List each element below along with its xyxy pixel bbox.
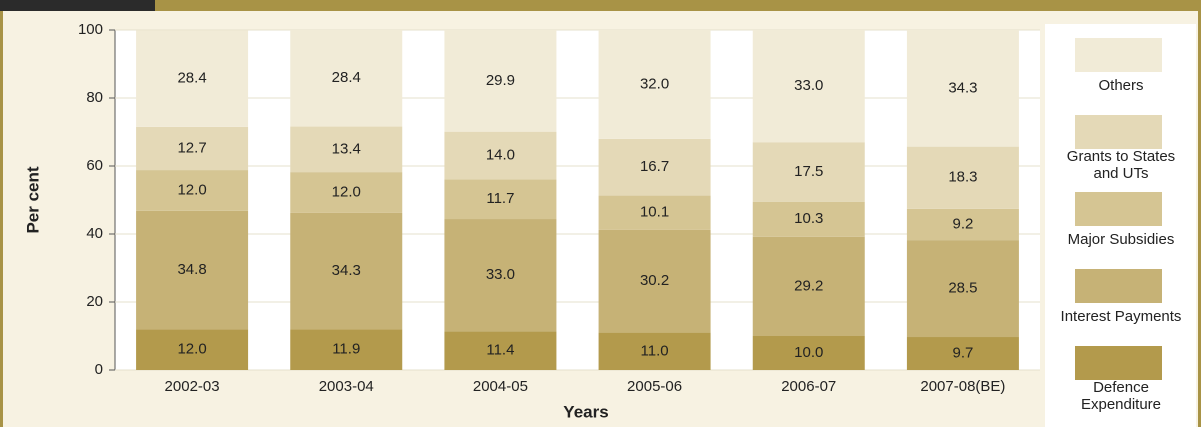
bar-segment [136, 126, 249, 171]
y-tick-label: 80 [86, 89, 103, 106]
bar-segment [906, 208, 1019, 241]
value-label: 11.9 [332, 341, 360, 358]
value-label: 18.3 [948, 169, 977, 186]
bar-segment [752, 201, 865, 237]
legend-label: Defence Expenditure [1081, 379, 1161, 413]
legend-swatch [1075, 192, 1162, 226]
value-label: 33.0 [794, 77, 823, 94]
legend-label: Major Subsidies [1068, 231, 1175, 248]
value-label: 34.3 [332, 262, 361, 279]
value-label: 16.7 [640, 158, 669, 175]
bar-segment [290, 172, 403, 213]
bar-segment [444, 331, 557, 370]
bar-segment [136, 30, 249, 127]
bar-segment [598, 195, 711, 230]
bar-segment [906, 30, 1019, 147]
bar-segment [598, 30, 711, 139]
legend-swatch [1075, 269, 1162, 303]
header-band [155, 0, 1201, 11]
value-label: 29.9 [486, 72, 515, 89]
bar-segment [290, 212, 403, 330]
bar-segment [598, 138, 711, 196]
bar-segment [752, 236, 865, 336]
y-axis-label: Per cent [23, 166, 42, 233]
legend-label: Grants to States and UTs [1067, 148, 1175, 182]
x-tick-label: 2007-08(BE) [920, 378, 1005, 395]
header-block [0, 0, 155, 11]
value-label: 10.0 [794, 344, 823, 361]
bar-segment [136, 170, 249, 211]
value-label: 29.2 [794, 277, 823, 294]
y-tick-label: 20 [86, 293, 103, 310]
value-label: 12.0 [177, 181, 206, 198]
y-tick-label: 60 [86, 157, 103, 174]
value-label: 28.4 [177, 70, 206, 87]
value-label: 11.0 [641, 342, 669, 359]
value-label: 13.4 [332, 140, 361, 157]
frame-right [1198, 0, 1201, 427]
value-label: 11.4 [486, 342, 514, 359]
value-label: 12.0 [177, 341, 206, 358]
bar-segment [444, 131, 557, 180]
legend-swatch [1075, 115, 1162, 149]
bar-segment [752, 30, 865, 143]
bar-segment [906, 337, 1019, 370]
value-label: 12.7 [177, 139, 206, 156]
legend-swatch [1075, 346, 1162, 380]
bar-segment [444, 219, 557, 332]
value-label: 28.4 [332, 69, 361, 86]
bar-segment [906, 146, 1019, 209]
bar-segment [136, 210, 249, 330]
value-label: 33.0 [486, 266, 515, 283]
x-tick-label: 2004-05 [473, 378, 528, 395]
bar-segment [906, 240, 1019, 338]
legend-label: Interest Payments [1061, 308, 1182, 325]
value-label: 34.3 [948, 79, 977, 96]
legend-label: Others [1098, 77, 1143, 94]
x-tick-label: 2002-03 [165, 378, 220, 395]
value-label: 34.8 [177, 261, 206, 278]
y-tick-label: 100 [78, 21, 103, 38]
value-label: 9.2 [952, 215, 973, 232]
value-label: 28.5 [948, 280, 977, 297]
bar-segment [598, 332, 711, 370]
value-label: 30.2 [640, 272, 669, 289]
bar-segment [444, 30, 557, 132]
value-label: 11.7 [486, 190, 514, 207]
bar-segment [136, 329, 249, 370]
x-tick-label: 2006-07 [781, 378, 836, 395]
bar-segment [598, 229, 711, 333]
value-label: 12.0 [332, 183, 361, 200]
frame-left [0, 0, 3, 427]
bar-segment [290, 329, 403, 370]
bar-segment [290, 126, 403, 173]
value-label: 17.5 [794, 163, 823, 180]
value-label: 32.0 [640, 75, 669, 92]
x-tick-label: 2003-04 [319, 378, 374, 395]
x-axis-label: Years [563, 402, 608, 421]
value-label: 10.1 [640, 204, 669, 221]
bar-segment [752, 336, 865, 370]
y-tick-label: 0 [95, 361, 103, 378]
value-label: 9.7 [952, 344, 973, 361]
y-tick-label: 40 [86, 225, 103, 242]
legend-swatch [1075, 38, 1162, 72]
value-label: 10.3 [794, 210, 823, 227]
value-label: 14.0 [486, 146, 515, 163]
x-tick-label: 2005-06 [627, 378, 682, 395]
plot-area [115, 30, 1040, 370]
bar-segment [444, 179, 557, 220]
bar-segment [752, 142, 865, 202]
bar-segment [290, 30, 403, 127]
